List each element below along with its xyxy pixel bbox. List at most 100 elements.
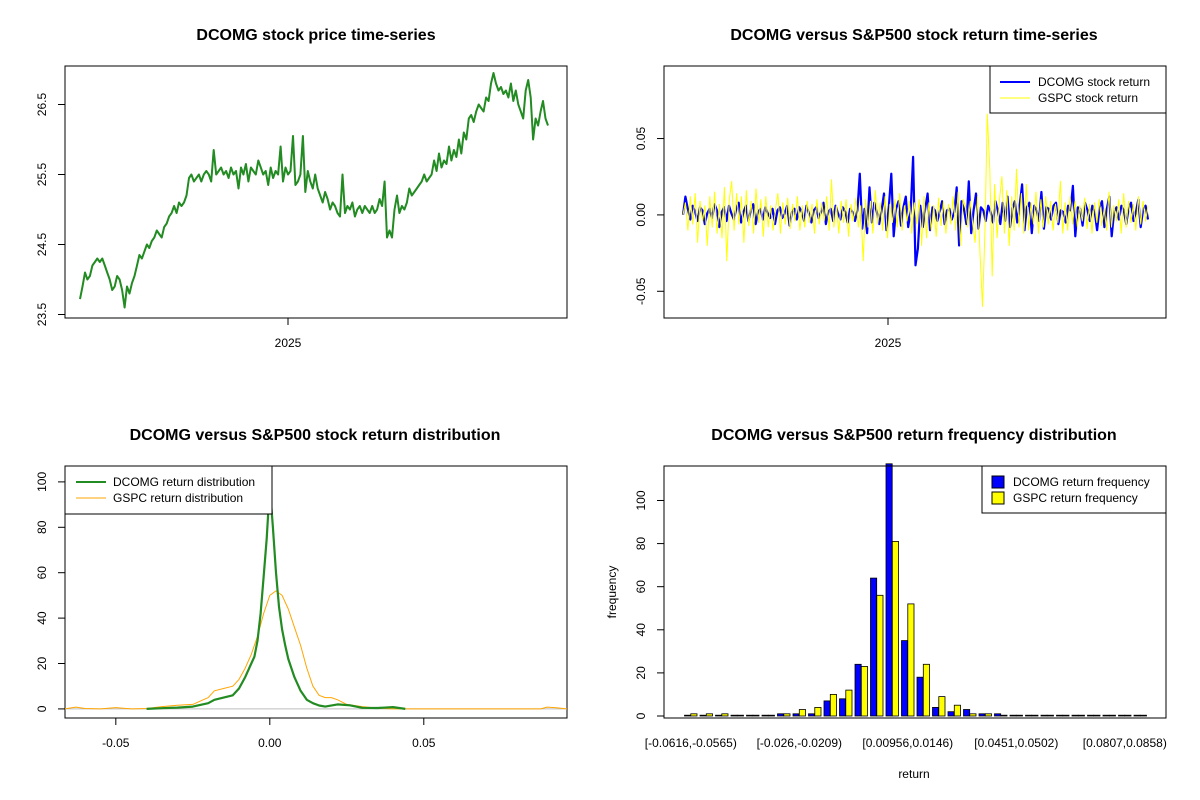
frequency-bars-group (684, 463, 1147, 717)
gspc-frequency-bar (907, 603, 915, 717)
density-x-axis: -0.05 0.00 0.05 (102, 717, 436, 750)
gspc-frequency-bar (953, 704, 961, 717)
gspc-frequency-bar (721, 713, 729, 717)
gspc-frequency-bar (705, 713, 713, 717)
dcomg-density-line (146, 485, 406, 710)
density-x-tick-label: -0.05 (102, 736, 130, 750)
frequency-legend-swatch-dcomg (991, 475, 1005, 489)
gspc-frequency-bar (798, 709, 806, 717)
dcomg-frequency-bar (947, 711, 955, 717)
gspc-frequency-bar (1015, 714, 1023, 717)
gspc-frequency-bar (783, 713, 791, 717)
price-y-tick-label: 26.5 (35, 92, 49, 116)
dcomg-return-line (681, 155, 1150, 267)
gspc-frequency-bar (876, 594, 884, 717)
gspc-frequency-bar (1108, 714, 1116, 717)
gspc-return-line (682, 113, 1149, 307)
frequency-y-tick-label: 100 (634, 490, 648, 510)
frequency-x-tick-label: [0.0807,0.0858) (1083, 736, 1167, 750)
panel-return-density: DCOMG versus S&P500 stock return distrib… (35, 427, 568, 750)
price-y-tick-label: 25.5 (35, 162, 49, 186)
frequency-legend-box (981, 465, 1167, 514)
frequency-plot-frame (663, 465, 1167, 719)
dcomg-frequency-bar (1071, 714, 1079, 717)
return-ts-chart-title: DCOMG versus S&P500 stock return time-se… (730, 27, 1097, 44)
return-ts-legend-box (989, 65, 1167, 114)
gspc-frequency-bar (938, 696, 946, 717)
gspc-frequency-bar (1093, 714, 1101, 717)
frequency-legend-label-dcomg: DCOMG return frequency (1013, 475, 1150, 489)
gspc-frequency-bar (1046, 714, 1054, 717)
gspc-frequency-bar (736, 714, 744, 717)
density-legend-label-gspc: GSPC return distribution (113, 491, 243, 505)
dcomg-frequency-bar (699, 714, 707, 717)
panel-price-timeseries: DCOMG stock price time-series 23.5 24.5 25… (35, 27, 568, 350)
price-series-group (79, 72, 549, 309)
frequency-y-tick-label: 80 (634, 537, 648, 551)
dcomg-frequency-bar (885, 463, 893, 717)
dcomg-frequency-bar (684, 714, 692, 717)
gspc-frequency-bar (752, 714, 760, 717)
return-ts-y-tick-label: -0.05 (634, 277, 648, 305)
dcomg-frequency-bar (1040, 714, 1048, 717)
density-y-tick-label: 20 (35, 657, 49, 671)
dcomg-frequency-bar (901, 640, 909, 717)
dcomg-frequency-bar (870, 577, 878, 717)
dcomg-frequency-bar (746, 714, 754, 717)
gspc-density-line (64, 590, 568, 710)
gspc-frequency-bar (891, 541, 899, 717)
frequency-y-tick-label: 40 (634, 623, 648, 637)
dcomg-frequency-bar (761, 714, 769, 717)
density-x-tick-label: 0.00 (258, 736, 282, 750)
gspc-frequency-bar (1077, 714, 1085, 717)
density-chart-title: DCOMG versus S&P500 stock return distrib… (130, 427, 501, 444)
return-ts-x-tick-label: 2025 (875, 336, 902, 350)
frequency-y-tick-label: 60 (634, 580, 648, 594)
gspc-frequency-bar (845, 689, 853, 717)
gspc-frequency-bar (922, 663, 930, 717)
dcomg-frequency-bar (932, 707, 940, 717)
density-legend-label-dcomg: DCOMG return distribution (113, 475, 255, 489)
price-y-axis: 23.5 24.5 25.5 26.5 (35, 92, 66, 326)
price-x-tick-label: 2025 (275, 336, 302, 350)
frequency-x-tick-label: [0.00956,0.0146) (862, 736, 953, 750)
gspc-frequency-bar (814, 707, 822, 717)
frequency-legend-label-gspc: GSPC return frequency (1013, 491, 1138, 505)
density-y-tick-label: 0 (35, 705, 49, 712)
gspc-frequency-bar (984, 713, 992, 717)
dcomg-frequency-bar (792, 713, 800, 717)
dcomg-frequency-bar (994, 713, 1002, 717)
dcomg-frequency-bar (1056, 714, 1064, 717)
return-ts-legend-label-dcomg: DCOMG stock return (1038, 75, 1150, 89)
price-chart-title: DCOMG stock price time-series (196, 27, 435, 44)
density-y-tick-label: 40 (35, 611, 49, 625)
dcomg-frequency-bar (730, 714, 738, 717)
frequency-chart-title: DCOMG versus S&P500 return frequency dis… (711, 427, 1116, 444)
frequency-legend-swatch-gspc (991, 491, 1005, 505)
return-ts-y-tick-label: 0.00 (634, 203, 648, 227)
dcomg-frequency-bar (978, 713, 986, 717)
gspc-frequency-bar (690, 713, 698, 717)
dcomg-frequency-bar (1009, 714, 1017, 717)
frequency-x-axis: [-0.0616,-0.0565) [-0.026,-0.0209) [0.0095… (645, 736, 1167, 750)
dcomg-frequency-bar (1025, 714, 1033, 717)
dcomg-frequency-bar (823, 700, 831, 717)
dcomg-frequency-bar (839, 698, 847, 717)
gspc-frequency-bar (969, 713, 977, 717)
density-x-tick-label: 0.05 (412, 736, 436, 750)
dcomg-frequency-bar (854, 663, 862, 717)
gspc-frequency-bar (767, 714, 775, 717)
dcomg-frequency-bar (963, 709, 971, 717)
gspc-frequency-bar (860, 666, 868, 717)
dcomg-frequency-bar (1102, 714, 1110, 717)
return-ts-y-tick-label: 0.05 (634, 127, 648, 151)
return-ts-legend-label-gspc: GSPC stock return (1038, 91, 1138, 105)
gspc-frequency-bar (1124, 714, 1132, 717)
density-series-group (64, 485, 568, 710)
gspc-frequency-bar (1062, 714, 1070, 717)
density-y-tick-label: 80 (35, 520, 49, 534)
density-y-tick-label: 60 (35, 566, 49, 580)
frequency-x-tick-label: [-0.0616,-0.0565) (645, 736, 737, 750)
gspc-frequency-bar (1000, 714, 1008, 717)
